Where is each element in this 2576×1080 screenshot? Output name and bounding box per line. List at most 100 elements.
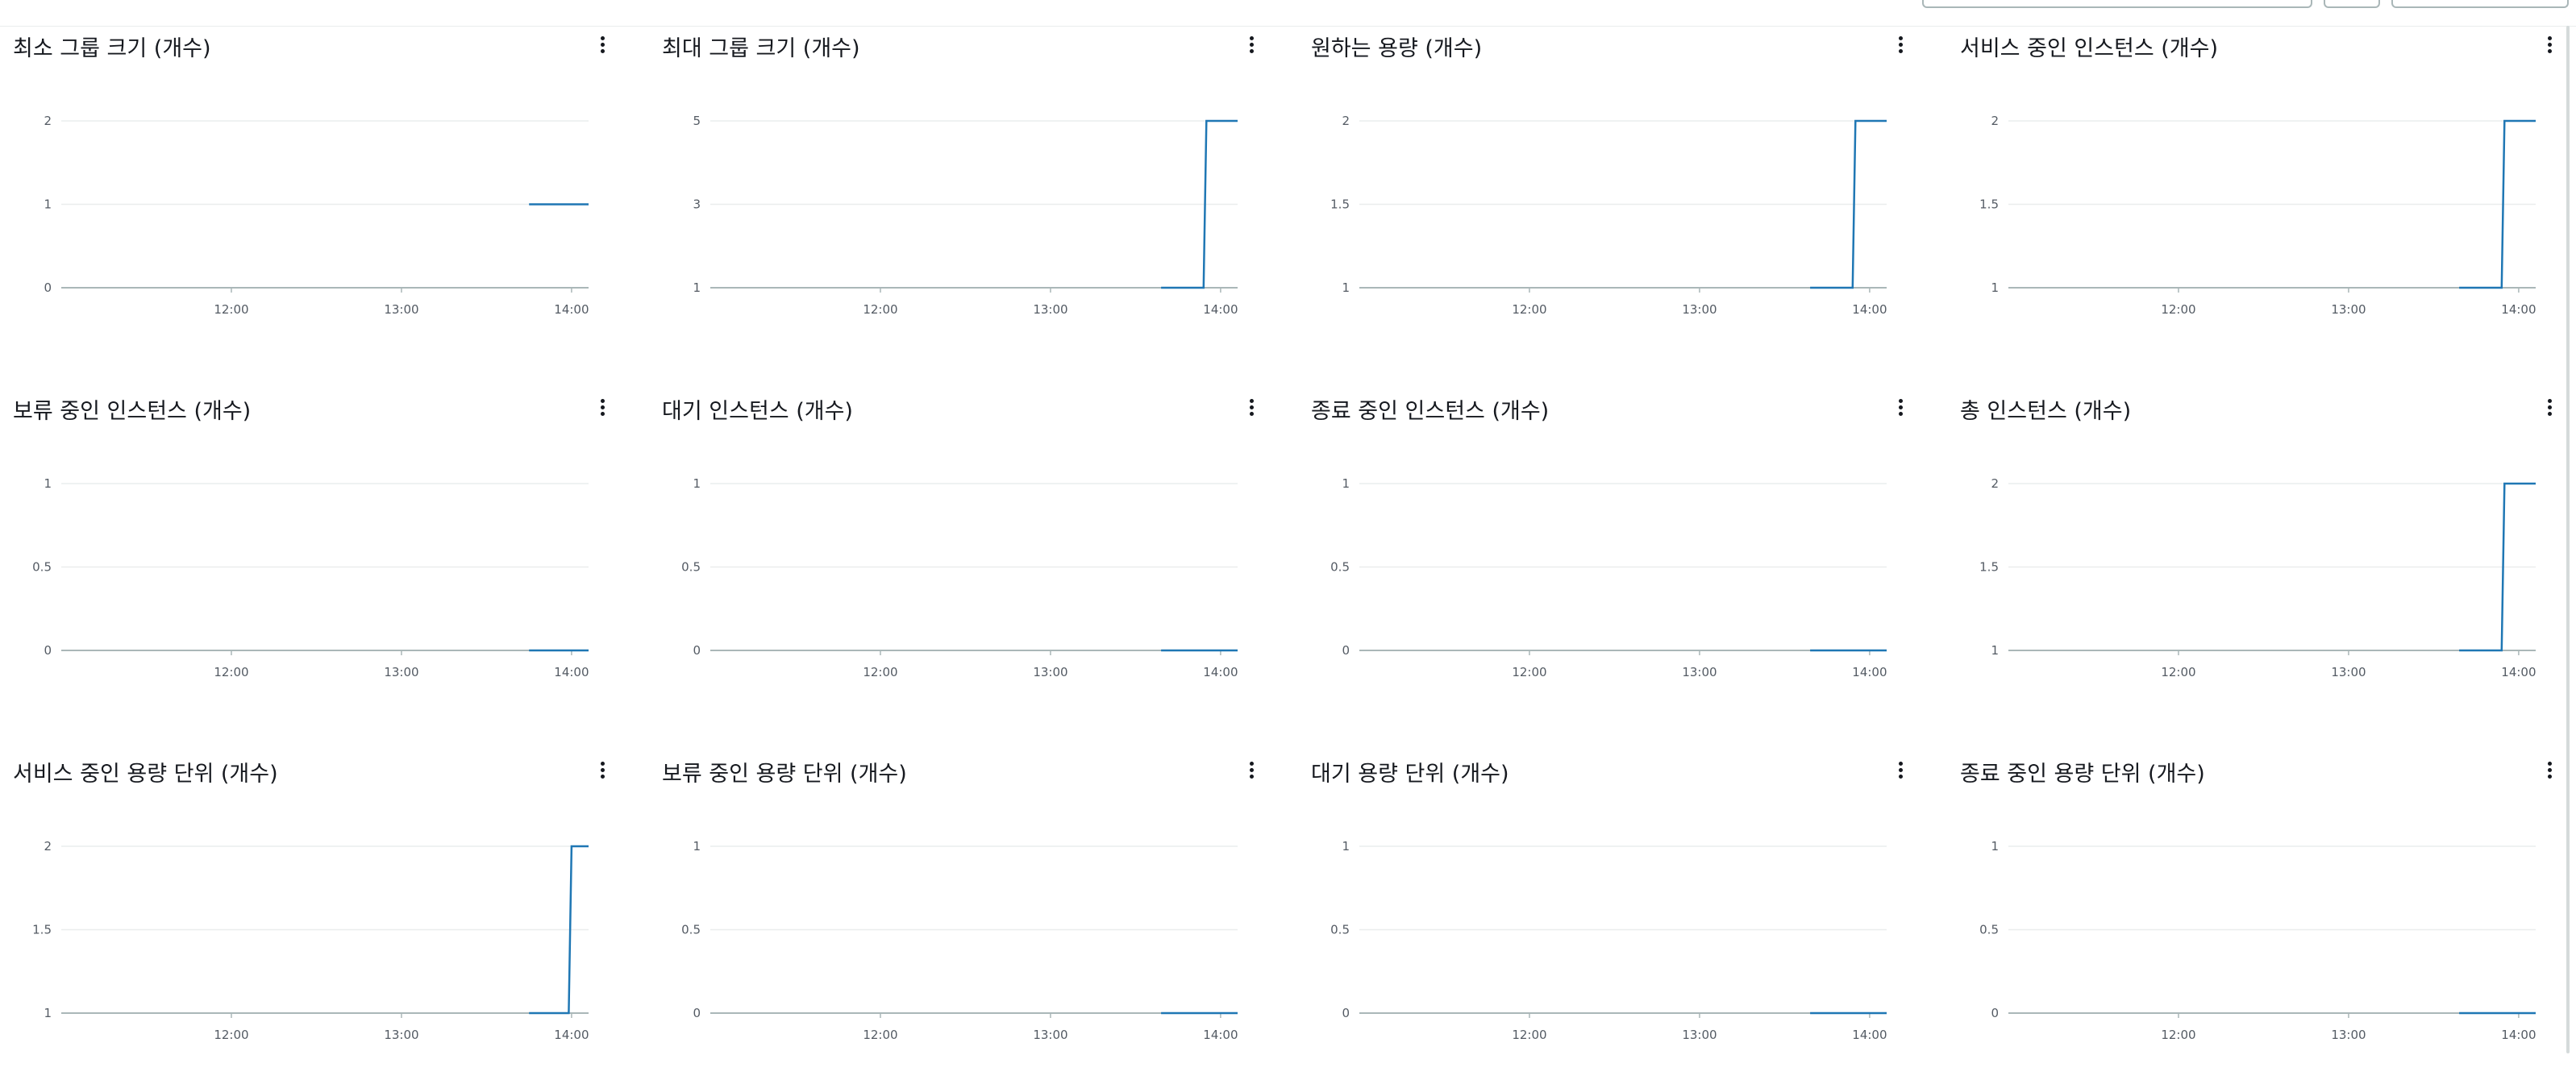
series-line [2459,482,2536,652]
y-tick-label: 0.5 [1979,923,1999,937]
panel-title: 서비스 중인 용량 단위 (개수) [13,762,278,787]
line-chart: 0 0.5 1 12:00 13:00 14:00 [681,476,1238,679]
y-tick-label: 0 [1991,1006,1999,1020]
x-tick-label: 14:00 [554,302,589,317]
x-tick-label: 14:00 [1852,302,1887,317]
time-range-input[interactable] [1922,0,2312,8]
y-tick-label: 1 [1991,280,1999,295]
actions-dropdown[interactable] [2391,0,2569,8]
y-tick-label: 0.5 [32,560,52,575]
panel-menu-icon[interactable] [1891,758,1910,782]
panel-title: 종료 중인 용량 단위 (개수) [1960,762,2205,787]
line-chart: 1 1.5 2 12:00 13:00 14:00 [1330,114,1887,317]
panel-menu-icon[interactable] [1891,395,1910,419]
panel-menu-icon[interactable] [593,758,612,782]
y-tick-label: 0.5 [681,560,701,575]
y-tick-label: 0 [693,1006,701,1020]
x-tick-label: 14:00 [554,1028,589,1042]
y-tick-label: 1 [44,197,52,212]
y-tick-label: 1.5 [1979,560,1999,575]
panel-menu-icon[interactable] [2540,32,2559,56]
panel-title: 종료 중인 인스턴스 (개수) [1311,399,1550,424]
panel-menu-icon[interactable] [593,32,612,56]
x-tick-label: 13:00 [1682,1028,1717,1042]
metric-panel: 보류 중인 용량 단위 (개수) 0 0.5 1 12:00 13:00 14:00 [649,725,1286,1080]
x-tick-label: 12:00 [1512,665,1546,679]
x-tick-label: 13:00 [384,1028,418,1042]
x-tick-label: 12:00 [2161,665,2195,679]
line-chart: 1 1.5 2 12:00 13:00 14:00 [32,839,589,1042]
panel-title: 보류 중인 인스턴스 (개수) [13,399,252,424]
y-tick-label: 0 [1342,1006,1350,1020]
y-tick-label: 1 [693,280,701,295]
line-chart: 0 0.5 1 12:00 13:00 14:00 [1330,839,1887,1042]
y-tick-label: 0.5 [1330,560,1350,575]
x-tick-label: 14:00 [554,665,589,679]
panel-menu-icon[interactable] [593,395,612,419]
series-line [2459,119,2536,289]
metric-panel: 대기 용량 단위 (개수) 0 0.5 1 12:00 13:00 14:00 [1298,725,1935,1080]
metric-panel: 최대 그룹 크기 (개수) 1 3 5 12:00 13:00 14:00 [649,0,1286,355]
y-tick-label: 0.5 [681,923,701,937]
line-chart: 1 1.5 2 12:00 13:00 14:00 [1979,476,2536,679]
x-tick-label: 14:00 [2501,302,2536,317]
y-tick-label: 1 [1342,280,1350,295]
panel-title: 대기 인스턴스 (개수) [662,399,853,424]
y-tick-label: 1 [1342,476,1350,491]
x-tick-label: 14:00 [1203,302,1238,317]
x-tick-label: 12:00 [2161,302,2195,317]
x-tick-label: 12:00 [214,665,248,679]
x-tick-label: 13:00 [1682,302,1717,317]
page-scrollbar[interactable] [2566,26,2570,1053]
y-tick-label: 2 [1342,114,1350,128]
metric-panel: 최소 그룹 크기 (개수) 0 1 2 12:00 13:00 14:00 [0,0,637,355]
series-line [529,845,589,1015]
y-tick-label: 0.5 [1330,923,1350,937]
y-tick-label: 1 [1342,839,1350,854]
refresh-button[interactable] [2324,0,2380,8]
panel-menu-icon[interactable] [1242,32,1261,56]
x-tick-label: 13:00 [1033,1028,1067,1042]
x-tick-label: 12:00 [1512,302,1546,317]
panel-title: 대기 용량 단위 (개수) [1311,762,1509,787]
y-tick-label: 1.5 [1330,197,1350,212]
line-chart: 0 0.5 1 12:00 13:00 14:00 [1979,839,2536,1042]
y-tick-label: 1 [44,1006,52,1020]
panel-menu-icon[interactable] [1242,758,1261,782]
panel-menu-icon[interactable] [1891,32,1910,56]
y-tick-label: 5 [693,114,701,128]
panel-title: 서비스 중인 인스턴스 (개수) [1960,36,2219,61]
metric-panel: 보류 중인 인스턴스 (개수) 0 0.5 1 12:00 13:00 14:00 [0,363,637,717]
x-tick-label: 14:00 [1852,665,1887,679]
y-tick-label: 0 [1342,643,1350,658]
line-chart: 0 0.5 1 12:00 13:00 14:00 [681,839,1238,1042]
x-tick-label: 13:00 [1033,302,1067,317]
x-tick-label: 14:00 [2501,665,2536,679]
line-chart: 0 0.5 1 12:00 13:00 14:00 [1330,476,1887,679]
y-tick-label: 1 [693,839,701,854]
y-tick-label: 0 [44,643,52,658]
panel-menu-icon[interactable] [2540,395,2559,419]
panel-menu-icon[interactable] [2540,758,2559,782]
y-tick-label: 0 [693,643,701,658]
metric-panel: 종료 중인 인스턴스 (개수) 0 0.5 1 12:00 13:00 14:00 [1298,363,1935,717]
line-chart: 1 1.5 2 12:00 13:00 14:00 [1979,114,2536,317]
x-tick-label: 14:00 [1203,1028,1238,1042]
x-tick-label: 12:00 [863,302,897,317]
metric-panel: 총 인스턴스 (개수) 1 1.5 2 12:00 13:00 14:00 [1947,363,2576,717]
series-line [1161,119,1238,289]
y-tick-label: 1 [44,476,52,491]
panel-menu-icon[interactable] [1242,395,1261,419]
metric-panel: 종료 중인 용량 단위 (개수) 0 0.5 1 12:00 13:00 14:00 [1947,725,2576,1080]
x-tick-label: 13:00 [2331,302,2366,317]
y-tick-label: 1 [1991,839,1999,854]
y-tick-label: 1 [693,476,701,491]
x-tick-label: 12:00 [2161,1028,2195,1042]
x-tick-label: 13:00 [384,665,418,679]
x-tick-label: 14:00 [1203,665,1238,679]
y-tick-label: 2 [1991,114,1999,128]
metric-panel: 대기 인스턴스 (개수) 0 0.5 1 12:00 13:00 14:00 [649,363,1286,717]
x-tick-label: 13:00 [384,302,418,317]
x-tick-label: 13:00 [1682,665,1717,679]
panel-title: 최대 그룹 크기 (개수) [662,36,860,61]
